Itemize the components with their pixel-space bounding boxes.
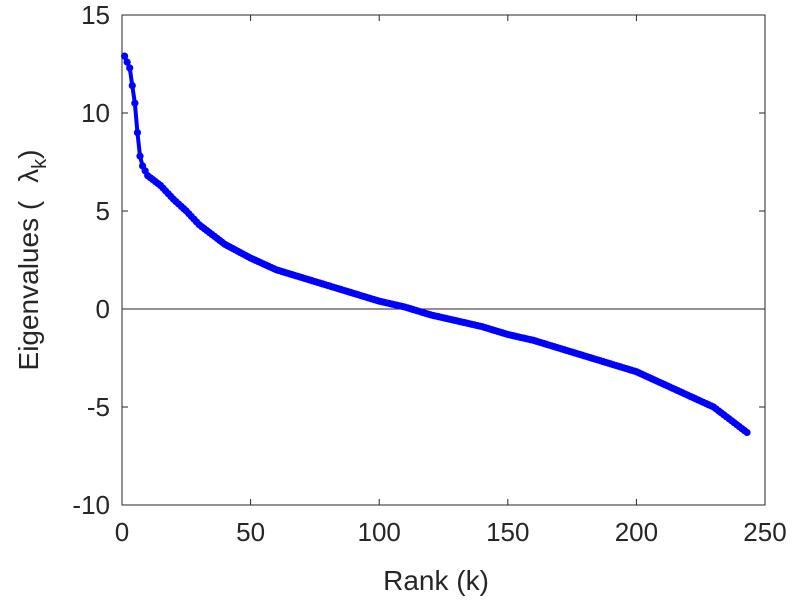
x-tick-label: 200 bbox=[615, 517, 658, 547]
x-tick-label: 0 bbox=[115, 517, 129, 547]
y-tick-label: -5 bbox=[87, 392, 110, 422]
y-tick-label: 5 bbox=[96, 196, 110, 226]
plot-area bbox=[121, 14, 766, 506]
x-tick-label: 150 bbox=[486, 517, 529, 547]
y-axis-label: Eigenvalues ( λk) bbox=[13, 150, 51, 371]
y-tick-label: -10 bbox=[72, 490, 110, 520]
y-axis-label-close: ) bbox=[13, 150, 44, 159]
data-point bbox=[131, 99, 139, 107]
data-point bbox=[133, 129, 142, 137]
x-axis-label: Rank (k) bbox=[383, 565, 489, 596]
data-point bbox=[743, 428, 751, 437]
data-point bbox=[136, 152, 144, 160]
x-tick-label: 50 bbox=[236, 517, 265, 547]
data-point bbox=[120, 52, 129, 60]
x-tick-label: 250 bbox=[743, 517, 786, 547]
y-tick-label: 0 bbox=[96, 294, 110, 324]
data-point bbox=[128, 81, 136, 90]
data-point bbox=[123, 58, 131, 66]
y-tick-label: 15 bbox=[81, 0, 110, 30]
data-point bbox=[126, 64, 134, 72]
y-axis-label-text: Eigenvalues ( bbox=[13, 200, 44, 370]
x-tick-label: 100 bbox=[358, 517, 401, 547]
y-axis-label-symbol: λ bbox=[13, 169, 44, 183]
y-tick-label: 10 bbox=[81, 98, 110, 128]
y-axis-label-subscript: k bbox=[29, 158, 51, 169]
